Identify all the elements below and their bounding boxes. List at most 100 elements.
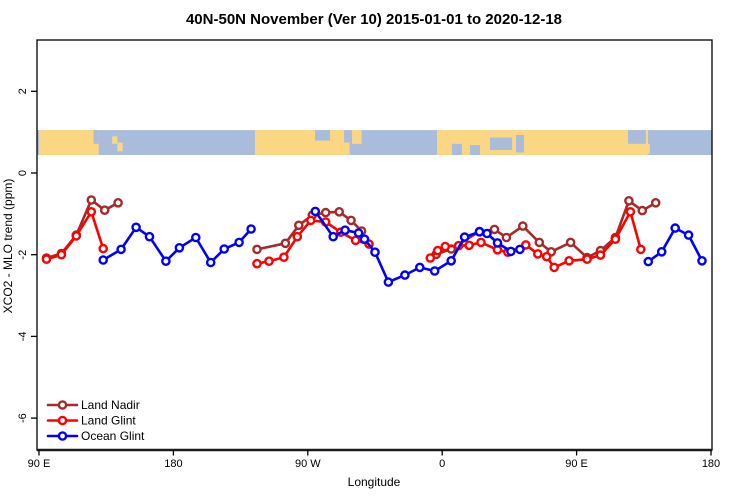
data-point-ocean-glint bbox=[482, 228, 492, 239]
data-point-land-glint bbox=[350, 235, 361, 246]
map-ocean-patch bbox=[344, 130, 353, 143]
data-point-ocean-glint bbox=[116, 244, 126, 255]
x-axis-title: Longitude bbox=[348, 475, 401, 489]
data-point-ocean-glint bbox=[219, 244, 229, 254]
legend-label: Land Glint bbox=[81, 414, 136, 428]
y-tick-label: -4 bbox=[17, 332, 29, 342]
data-point-land-glint bbox=[476, 237, 486, 248]
data-point-ocean-glint bbox=[144, 231, 155, 242]
data-point-land-nadir bbox=[637, 205, 648, 216]
data-point-land-nadir bbox=[252, 244, 262, 255]
data-point-ocean-glint bbox=[353, 228, 364, 238]
data-point-land-nadir bbox=[334, 206, 345, 217]
legend-item-ocean-glint: Ocean Glint bbox=[46, 429, 145, 443]
data-point-ocean-glint bbox=[446, 255, 457, 266]
data-point-land-glint bbox=[305, 215, 316, 226]
data-point-ocean-glint bbox=[670, 223, 681, 233]
data-point-land-glint bbox=[549, 262, 560, 273]
data-point-land-nadir bbox=[280, 238, 291, 249]
y-tick-label: 2 bbox=[17, 88, 29, 94]
chart-title: 40N-50N November (Ver 10) 2015-01-01 to … bbox=[186, 11, 562, 28]
data-point-ocean-glint bbox=[697, 255, 707, 266]
data-point-land-nadir bbox=[501, 232, 512, 243]
legend-marker bbox=[57, 400, 68, 410]
map-ocean-patch bbox=[515, 135, 525, 153]
x-tick-label: 90 W bbox=[295, 458, 321, 470]
data-point-ocean-glint bbox=[310, 206, 321, 217]
data-series bbox=[41, 195, 707, 287]
data-point-ocean-glint bbox=[98, 255, 108, 265]
map-land bbox=[112, 136, 118, 144]
map-land bbox=[352, 130, 362, 144]
y-tick-label: -6 bbox=[17, 413, 29, 423]
map-ocean-patch bbox=[489, 137, 513, 151]
data-point-land-glint bbox=[464, 240, 474, 251]
x-tick-label: 90 E bbox=[565, 458, 588, 470]
data-point-ocean-glint bbox=[161, 256, 171, 267]
data-point-land-glint bbox=[252, 258, 262, 269]
legend-item-land-nadir: Land Nadir bbox=[46, 398, 140, 412]
data-point-land-glint bbox=[521, 240, 531, 250]
x-tick-label: 0 bbox=[439, 458, 445, 470]
data-point-ocean-glint bbox=[383, 277, 394, 287]
data-point-ocean-glint bbox=[370, 247, 380, 257]
data-point-ocean-glint bbox=[131, 222, 141, 233]
data-point-land-glint bbox=[279, 252, 289, 263]
data-point-ocean-glint bbox=[429, 266, 440, 276]
data-point-ocean-glint bbox=[683, 230, 694, 240]
y-axis-title: XCO2 - MLO trend (ppm) bbox=[1, 179, 15, 314]
data-point-land-glint bbox=[636, 244, 646, 255]
y-tick-label: -2 bbox=[17, 250, 29, 260]
data-point-land-glint bbox=[292, 231, 303, 242]
data-point-ocean-glint bbox=[656, 246, 667, 257]
map-land bbox=[117, 142, 123, 152]
x-tick-label: 90 E bbox=[28, 458, 51, 470]
map-ocean-patch bbox=[469, 145, 480, 156]
data-point-land-glint bbox=[98, 243, 108, 254]
data-point-land-glint bbox=[432, 245, 443, 256]
legend-label: Ocean Glint bbox=[81, 429, 145, 443]
data-point-land-glint bbox=[425, 253, 436, 263]
data-point-land-glint bbox=[440, 241, 451, 252]
axis-ticks: 90 E 180 90 W 0 90 E 180 2 0 -2 -4 -6 bbox=[17, 88, 720, 470]
data-point-ocean-glint bbox=[234, 237, 244, 248]
data-point-ocean-glint bbox=[400, 270, 410, 280]
data-point-land-glint bbox=[582, 254, 592, 265]
data-point-land-glint bbox=[533, 249, 543, 259]
series-land-glint bbox=[41, 206, 646, 273]
data-point-land-nadir bbox=[489, 224, 500, 235]
data-point-ocean-glint bbox=[205, 257, 216, 268]
map-ocean-patch bbox=[627, 130, 646, 144]
data-point-ocean-glint bbox=[414, 262, 425, 273]
map-land bbox=[254, 130, 350, 156]
data-point-land-nadir bbox=[624, 195, 634, 206]
data-point-ocean-glint bbox=[328, 231, 339, 242]
y-tick-label: 0 bbox=[17, 170, 29, 176]
data-point-ocean-glint bbox=[340, 225, 350, 235]
data-point-land-glint bbox=[610, 234, 621, 244]
data-point-ocean-glint bbox=[459, 232, 470, 242]
map-land bbox=[436, 130, 648, 156]
data-point-land-nadir bbox=[346, 215, 356, 226]
series-ocean-glint bbox=[98, 206, 707, 287]
x-tick-label: 180 bbox=[164, 458, 182, 470]
data-point-land-nadir bbox=[86, 195, 97, 205]
data-point-land-glint bbox=[41, 254, 52, 265]
map-ocean-patch bbox=[93, 130, 99, 144]
data-point-land-nadir bbox=[320, 207, 331, 218]
legend-item-land-glint: Land Glint bbox=[46, 414, 136, 428]
data-point-land-glint bbox=[86, 206, 97, 217]
data-point-land-nadir bbox=[293, 220, 304, 231]
data-point-land-nadir bbox=[534, 237, 545, 248]
data-point-land-glint bbox=[71, 231, 82, 241]
plot-frame bbox=[36, 39, 713, 452]
data-point-land-nadir bbox=[650, 197, 661, 208]
map-ocean-patch bbox=[451, 143, 462, 156]
data-point-land-nadir bbox=[565, 237, 576, 248]
x-tick-label: 180 bbox=[702, 458, 720, 470]
legend-marker bbox=[57, 415, 68, 426]
map-land bbox=[39, 130, 99, 156]
